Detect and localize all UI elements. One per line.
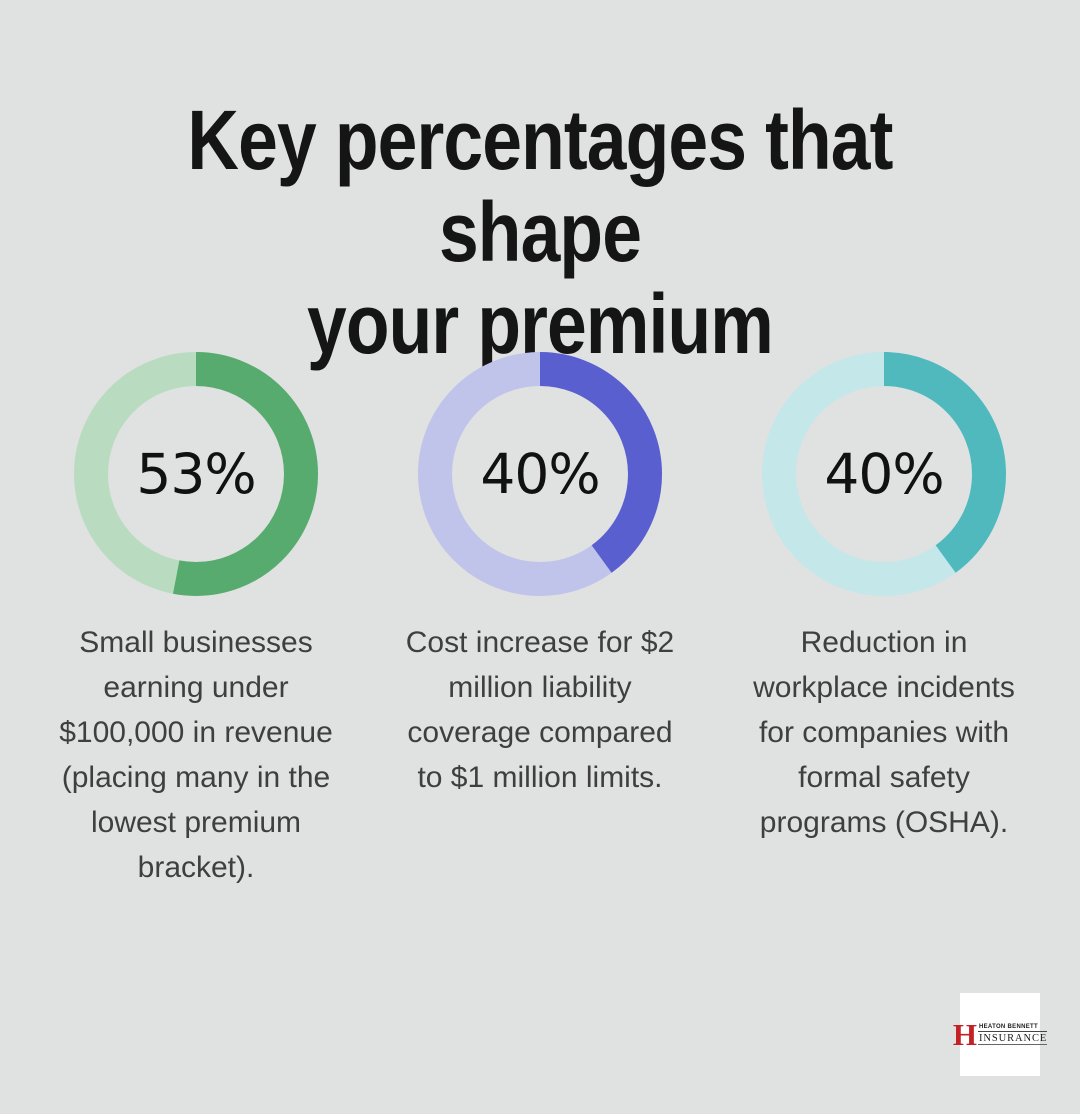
stat-column-small-business: 53% Small businesses earning under $100,… (24, 352, 368, 890)
stat-caption: Reduction in workplace incidents for com… (753, 626, 1015, 839)
stats-row: 53% Small businesses earning under $100,… (24, 352, 1056, 890)
donut-chart-safety-programs: 40% (762, 352, 1006, 596)
page-title: Key percentages that shape your premium (81, 94, 999, 370)
donut-value-label: 40% (480, 442, 600, 506)
donut-ring-icon (74, 352, 318, 596)
stat-column-safety-programs: 40% Reduction in workplace incidents for… (712, 352, 1056, 890)
company-logo-inner: H HEATON BENNETT INSURANCE (952, 1016, 1048, 1052)
stat-caption: Cost increase for $2 million liability c… (405, 626, 675, 794)
donut-chart-liability-coverage: 40% (418, 352, 662, 596)
stat-caption: Small businesses earning under $100,000 … (59, 626, 333, 884)
logo-wordmark: HEATON BENNETT INSURANCE (977, 1024, 1048, 1045)
stat-column-liability-coverage: 40% Cost increase for $2 million liabili… (368, 352, 712, 890)
page-title-line-1: Key percentages that shape (187, 93, 893, 279)
logo-monogram-h: H (952, 1016, 977, 1052)
donut-ring-icon (418, 352, 662, 596)
donut-ring-icon (762, 352, 1006, 596)
logo-company-type: INSURANCE (977, 1033, 1048, 1045)
donut-value-label: 53% (136, 442, 256, 506)
donut-chart-small-business: 53% (74, 352, 318, 596)
donut-value-label: 40% (824, 442, 944, 506)
logo-company-name: HEATON BENNETT (977, 1024, 1048, 1032)
company-logo: H HEATON BENNETT INSURANCE (953, 993, 1048, 1076)
